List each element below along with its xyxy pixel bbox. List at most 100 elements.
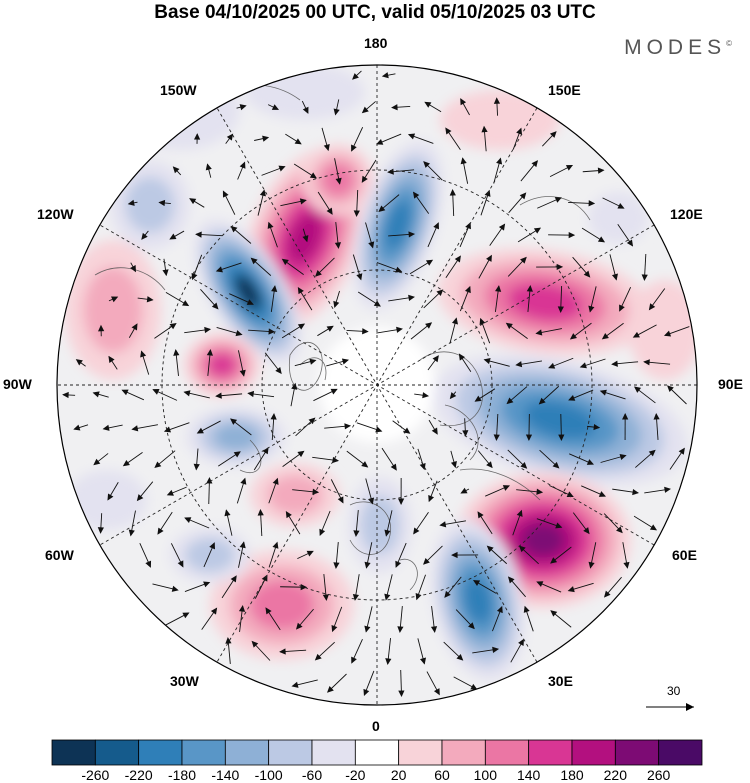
wind-vector-head: [648, 449, 656, 457]
wind-vector-head: [193, 463, 200, 471]
wind-vector-head: [136, 494, 144, 502]
wind-vector-head: [158, 199, 166, 207]
wind-vector-head: [333, 562, 340, 569]
wind-vector-head: [239, 161, 246, 169]
wind-vector-head: [460, 98, 467, 106]
wind-vector-head: [408, 231, 416, 238]
wind-vector-head: [520, 256, 527, 264]
wind-vector-head: [302, 235, 309, 243]
wind-vector-head: [222, 190, 229, 198]
wind-vector-head: [526, 285, 533, 292]
wind-vector-head: [351, 656, 357, 664]
wind-vector-head: [92, 391, 100, 398]
coastline: [419, 351, 483, 427]
wind-vector-head: [205, 163, 212, 171]
wind-vector-head: [472, 580, 481, 586]
wind-vector-head: [353, 210, 360, 218]
wind-vector-head: [204, 326, 212, 334]
wind-vector-head: [309, 358, 317, 365]
wind-vector-head: [271, 104, 280, 110]
wind-vector-head: [351, 144, 357, 152]
wind-vector-head: [239, 369, 246, 377]
wind-vector-head: [141, 232, 148, 240]
wind-vector-head: [632, 489, 640, 496]
wind-vector-head: [102, 424, 110, 431]
wind-vector-head: [619, 453, 627, 460]
wind-vector-head: [300, 584, 308, 591]
colorbar-swatch: [138, 739, 183, 766]
wind-vector-head: [334, 242, 342, 249]
wind-vector-head: [407, 133, 416, 140]
modes-logo-text: MODES: [624, 36, 727, 59]
wind-vector-head: [623, 561, 630, 569]
colorbar-swatch: [484, 739, 530, 766]
wind-vector-head: [333, 108, 340, 116]
colorbar-tick-label: 140: [516, 767, 541, 783]
wind-vector-head: [323, 144, 330, 152]
wind-vector-head: [297, 450, 305, 458]
wind-vector-head: [145, 560, 152, 568]
wind-vector-head: [415, 593, 422, 601]
coastline: [299, 357, 327, 381]
map-boundary: [56, 64, 698, 706]
wind-vector-head: [128, 529, 135, 537]
wind-vector-head: [555, 522, 563, 529]
wind-vector-head: [152, 389, 160, 395]
wind-vector-head: [445, 127, 452, 135]
meridian-label-90w: 90W: [3, 376, 32, 392]
wind-vector-head: [356, 273, 363, 281]
wind-vector-head: [215, 266, 223, 273]
wind-vector-head: [632, 331, 640, 338]
wind-vector-head: [425, 322, 433, 329]
wind-vector-head: [381, 72, 389, 79]
wind-vector-head: [352, 73, 359, 80]
wind-vector-head: [611, 360, 618, 367]
colorbar-tick-label: 220: [603, 767, 628, 783]
wind-vector-head: [127, 199, 135, 206]
wind-vector-head: [422, 392, 430, 399]
wind-vector-head: [314, 653, 322, 661]
meridian-label-60e: 60E: [672, 547, 697, 563]
wind-vector-head: [663, 330, 672, 337]
anomaly-contour: [267, 475, 323, 515]
wind-vector-head: [598, 491, 607, 497]
wind-vector-head: [583, 270, 591, 278]
wind-vector-head: [107, 493, 114, 501]
anomaly-contour: [464, 576, 492, 624]
colorbar: [51, 739, 703, 766]
coastline: [399, 558, 418, 591]
colorbar-tick-label: -140: [211, 767, 240, 783]
wind-vector-head: [315, 270, 322, 277]
wind-vector-head: [184, 517, 192, 523]
colorbar-tick-label: -180: [167, 767, 197, 783]
colorbar-tick-label: 260: [646, 767, 671, 783]
wind-vector-head: [558, 434, 565, 442]
wind-vector-head: [395, 266, 403, 273]
meridian-label-0: 0: [372, 718, 380, 734]
wind-vector-head: [666, 385, 674, 393]
wind-vector-head: [548, 362, 556, 369]
wind-vector-head: [425, 259, 434, 266]
wind-vector-head: [291, 382, 298, 390]
coastline: [459, 468, 541, 501]
wind-vector-head: [450, 461, 457, 469]
wind-vector-head: [172, 166, 180, 174]
wind-vector-head: [333, 300, 340, 309]
wind-vector-head: [275, 367, 282, 375]
meridian-label-90e: 90E: [718, 376, 743, 392]
colorbar-labels: -260 -220 -180 -140 -100 -60 -20 20 60 100 140 180 2…: [0, 768, 750, 783]
anomaly-contour: [67, 470, 147, 530]
wind-vector-head: [251, 640, 259, 648]
wind-vector-head: [525, 434, 533, 442]
wind-vector-head: [535, 329, 543, 336]
wind-vector-head: [479, 317, 486, 326]
coastline: [444, 404, 479, 461]
wind-vector-head: [433, 688, 440, 696]
wind-vector-head: [341, 358, 350, 365]
colorbar-swatch: [441, 739, 486, 766]
meridian-label-120w: 120W: [37, 206, 74, 222]
wind-vector-head: [235, 330, 243, 337]
wind-vector-head: [391, 104, 398, 111]
wind-vector-head: [432, 355, 439, 363]
wind-vector-head: [302, 106, 309, 114]
